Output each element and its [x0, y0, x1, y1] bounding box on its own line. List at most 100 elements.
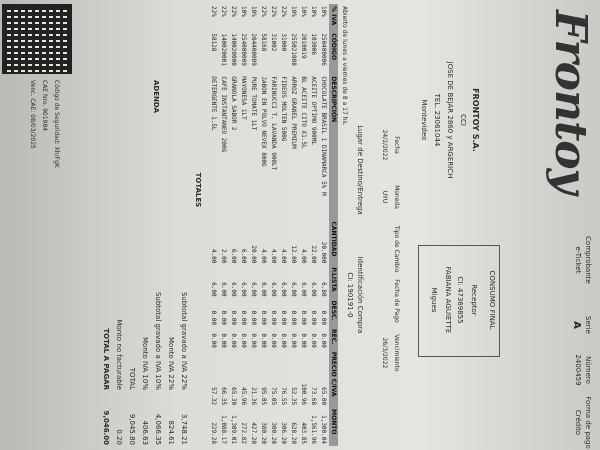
column-header: CÓDIGO	[329, 31, 338, 75]
cell: 65.30	[230, 387, 238, 406]
cell: 20.000	[320, 241, 328, 264]
cell: 6.00	[240, 282, 248, 297]
total-label: TOTAL A PAGAR	[102, 328, 110, 390]
info-value: 24/2/2022	[381, 129, 388, 161]
qr-code	[2, 4, 72, 74]
cell: MAYONESA 1LT	[240, 76, 248, 120]
label: Serie	[584, 316, 592, 334]
cell: 6.00	[230, 248, 238, 264]
company-line: JOSE DE BEJAR 2860 y ARGERICH	[446, 61, 454, 179]
cell: 0.00	[250, 310, 258, 326]
cell: 4.00	[210, 248, 218, 264]
totals-label: TOTALES	[194, 172, 202, 208]
cell: 66.35	[220, 387, 228, 406]
value: A	[571, 321, 582, 329]
total-label: TOTAL	[128, 367, 136, 390]
column-header: CANTIDAD	[329, 219, 338, 266]
cell: 73.68	[310, 387, 318, 406]
footer-line: Venc. CAE: 08/03/2025	[29, 80, 36, 149]
hours: Abierto de lunes a viernes de 8 a 17 hs.	[341, 6, 348, 126]
cell: 22%	[280, 6, 288, 17]
total-label: Monto no facturable	[115, 319, 123, 390]
cell: 0.00	[230, 310, 238, 326]
total-value: 824.61	[167, 420, 175, 446]
cell: 100.96	[300, 383, 308, 406]
cell: 1,088.17	[220, 415, 228, 444]
receptor-city: Migues	[430, 287, 438, 313]
id-value: CI: 190191-0	[346, 272, 354, 318]
total-value: 4,066.35	[154, 413, 162, 445]
cell: 0.00	[240, 333, 248, 348]
column-header: REC.	[329, 327, 338, 350]
item-row: 22% 31000 FIDEOS MOLTEN 500G 4.00 6.00 0.00 0.…	[279, 4, 289, 446]
cell: 21.36	[250, 387, 258, 406]
receptor-label: Receptor	[470, 284, 478, 316]
adenda: ADENDA	[152, 80, 160, 114]
cell: 229.28	[210, 422, 218, 444]
column-header: DESC.	[329, 298, 338, 328]
cell: 0.00	[300, 310, 308, 326]
cell: 0.00	[290, 310, 298, 326]
cell: 140020001	[220, 33, 228, 66]
cell: 0.00	[210, 310, 218, 326]
table-header: % IVA CÓDIGO DESCRIPCIÓN CANTIDAD P.LISTA DES…	[329, 4, 338, 446]
cell: 6.80	[320, 282, 328, 297]
cell: 31002	[270, 33, 278, 52]
item-row: 10% 254000009 MAYONESA 1LT 6.00 6.00 0.00 0.00…	[239, 4, 249, 446]
cell: 0.00	[240, 310, 248, 326]
total-label: Subtotal gravado a IVA 10%	[154, 291, 162, 390]
item-row: 10% 255021008 ARROZ GRANEL PREMIUM 12.00 6.0…	[289, 4, 299, 446]
cell: 22%	[220, 6, 228, 17]
column-header: MONTO	[329, 407, 338, 446]
total-value: 406.63	[141, 420, 149, 446]
cell: 10%	[320, 6, 328, 17]
item-row: 22% 140020000 GRANOLA SABOR 2 6.00 6.00 0.00 0…	[229, 4, 239, 446]
cell: 45.96	[240, 387, 248, 406]
cell: 22%	[230, 6, 238, 17]
cell: 427.20	[250, 422, 258, 444]
cell: 4.00	[280, 248, 288, 264]
cell: 31000	[280, 33, 288, 52]
cell: 1,561.96	[310, 415, 318, 444]
cell: 22.00	[310, 245, 318, 264]
total-value: 9,046.00	[102, 410, 110, 445]
cell: 0.00	[230, 333, 238, 348]
total-value: 9,045.80	[128, 413, 136, 445]
cell: 0.00	[310, 333, 318, 348]
cell: 6.00	[250, 282, 258, 297]
cell: 12.00	[290, 245, 298, 264]
cell: 6.00	[230, 282, 238, 297]
column-header: % IVA	[329, 4, 338, 32]
cell: 75.05	[270, 387, 278, 406]
cell: 0.00	[280, 310, 288, 326]
cell: 22%	[210, 6, 218, 17]
cell: 0.00	[310, 310, 318, 326]
company-line: Montevideo	[420, 99, 428, 141]
company-line: CCI	[459, 114, 467, 126]
info-label: Moneda	[393, 185, 400, 209]
cell: 0.00	[270, 333, 278, 348]
cell: BL ACEITE CITO X1.5L	[300, 76, 308, 149]
receptor-ci: CI: 47369855	[456, 276, 464, 324]
cell: FIDEOS MOLTEN 500G	[280, 76, 288, 142]
cell: 103006	[310, 33, 318, 56]
cell: 58168	[260, 33, 268, 52]
cell: JABON EN POLVO NEVEX 800G	[260, 76, 268, 167]
cell: CHOCOLATE BRASIL 1 DINAMARCA 5% M	[320, 76, 328, 196]
receptor-name: FABIANA AGUIETTE	[444, 266, 452, 334]
cell: 58128	[210, 33, 218, 52]
cell: 0.00	[320, 310, 328, 326]
cell: GRANOLA SABOR 2	[230, 76, 238, 131]
cell: 0.00	[260, 310, 268, 326]
company-line: FRONTOY S.A.	[471, 88, 480, 152]
info-label: Fecha de Pago	[393, 279, 400, 323]
items-table: % IVA CÓDIGO DESCRIPCIÓN CANTIDAD P.LISTA DES…	[209, 4, 338, 446]
cell: 254000009	[240, 33, 248, 66]
cell: 255021008	[290, 33, 298, 66]
footer-line: Código de Seguridad: Xh/FgK	[53, 80, 60, 168]
cell: 0.00	[210, 333, 218, 348]
cell: 250400006	[320, 33, 328, 66]
total-label: Monto IVA 22%	[167, 337, 175, 390]
cell: 20.00	[250, 245, 258, 264]
total-value: 0.20	[115, 429, 123, 445]
